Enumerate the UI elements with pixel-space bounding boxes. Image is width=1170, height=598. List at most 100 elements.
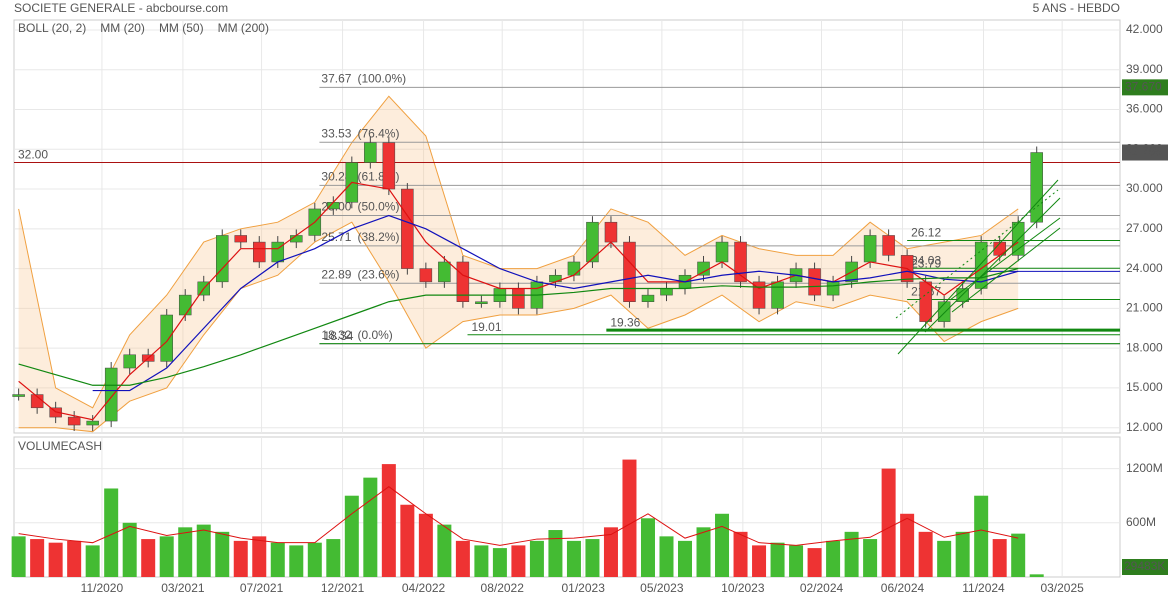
volume-bar	[233, 540, 248, 577]
y-tick-label: 27.000	[1126, 221, 1163, 235]
volume-bar	[937, 540, 952, 577]
x-tick-label: 07/2021	[240, 581, 284, 595]
volume-bar	[863, 539, 878, 577]
volume-bar	[437, 524, 452, 577]
band-upper	[18, 95, 1019, 409]
candle	[771, 281, 784, 309]
x-tick-label: 05/2023	[640, 581, 684, 595]
volume-bar	[548, 530, 563, 577]
candle	[752, 281, 766, 309]
fib-pct: (38.2%)	[357, 230, 399, 244]
y-tick-label: 600M	[1126, 515, 1156, 529]
legend-entry: MM (20)	[100, 21, 145, 35]
volume-bar	[511, 545, 526, 577]
x-tick-label: 10/2023	[721, 581, 765, 595]
candle	[178, 294, 192, 316]
fib-pct: (23.6%)	[357, 267, 399, 281]
volume-bar	[455, 540, 470, 577]
candle	[215, 235, 229, 283]
volume-bar	[30, 539, 45, 577]
volume-tag-label: 29483K	[1124, 559, 1165, 573]
volume-bar	[529, 540, 544, 577]
candle	[586, 221, 599, 263]
volume-bar	[326, 539, 341, 577]
volume-bar	[178, 527, 193, 577]
volume-bar	[252, 536, 267, 577]
level-label: 24.03	[911, 253, 941, 267]
band-lower	[18, 221, 1019, 433]
legend-entry: MM (200)	[218, 21, 269, 35]
title: SOCIETE GENERALE - abcbourse.com	[14, 1, 228, 15]
candle	[160, 314, 173, 362]
candle	[49, 407, 62, 418]
candle	[882, 235, 895, 256]
volume-bar	[141, 539, 156, 577]
y-tick-label: 18.000	[1126, 340, 1163, 354]
candle	[512, 288, 525, 309]
candle	[86, 420, 99, 426]
candle	[327, 202, 340, 210]
fib-pct: (100.0%)	[357, 72, 406, 86]
y-tick-label: 1200M	[1126, 461, 1163, 475]
trend-line	[949, 217, 1061, 301]
x-tick-label: 01/2023	[562, 581, 606, 595]
fib-label: 33.53	[321, 126, 351, 140]
x-tick-label: 12/2021	[321, 581, 365, 595]
fib-label: 30.28	[321, 170, 351, 184]
volume-tag	[1122, 559, 1168, 575]
fib-label: 22.89	[321, 267, 351, 281]
fib-pct: (76.4%)	[357, 126, 399, 140]
level-label: 18.34	[323, 329, 353, 343]
x-tick-label: 03/2025	[1040, 581, 1084, 595]
candle	[734, 241, 747, 283]
volume-bar	[696, 527, 711, 577]
volume-ma	[18, 486, 1019, 546]
volume-bar	[974, 495, 989, 577]
y-tick-label: 30.000	[1126, 181, 1163, 195]
volume-bar	[622, 459, 637, 577]
trend-line	[897, 179, 1059, 355]
volume-bar	[85, 545, 100, 577]
volume-bar	[418, 513, 433, 577]
candle	[826, 281, 840, 296]
y-tick-label: 36.000	[1126, 102, 1163, 116]
candle	[382, 142, 396, 190]
volume-bar	[307, 542, 322, 577]
band-fill	[18, 96, 1019, 432]
candle	[623, 241, 636, 302]
candle	[475, 301, 488, 304]
volume-bar	[159, 536, 174, 577]
volume-bar	[881, 468, 896, 577]
legend-entry: MM (50)	[159, 21, 204, 35]
candle	[937, 301, 951, 322]
level-label: 23.79	[911, 257, 941, 271]
volume-bar	[659, 536, 674, 577]
volume-bar	[752, 545, 767, 577]
price-frame	[13, 19, 1121, 434]
volume-bar	[400, 504, 415, 577]
price-tag-label: 32.755	[1125, 145, 1162, 159]
moving-average	[18, 268, 1019, 386]
x-tick-label: 06/2024	[881, 581, 925, 595]
y-tick-label: 12.000	[1126, 420, 1163, 434]
volume-bar	[270, 542, 285, 577]
x-tick-label: 11/2024	[962, 581, 1005, 595]
price-tag-label: 37.670	[1125, 80, 1162, 94]
candle	[567, 261, 581, 276]
volume-bar	[826, 540, 841, 577]
fib-label: 18.32	[321, 328, 351, 342]
candle	[697, 261, 710, 276]
candle	[67, 416, 81, 426]
level-label: 26.12	[911, 226, 941, 240]
volume-title: VOLUMECASH	[18, 439, 102, 453]
volume-bar	[807, 548, 822, 577]
candle	[104, 367, 118, 422]
volume-bar	[215, 531, 230, 577]
volume-bar	[733, 531, 748, 577]
volume-bar	[344, 495, 359, 577]
legend-entry: BOLL (20, 2)	[18, 21, 86, 35]
volume-bar	[1029, 574, 1044, 577]
x-tick-label: 11/2020	[81, 581, 124, 595]
candle	[234, 235, 248, 243]
